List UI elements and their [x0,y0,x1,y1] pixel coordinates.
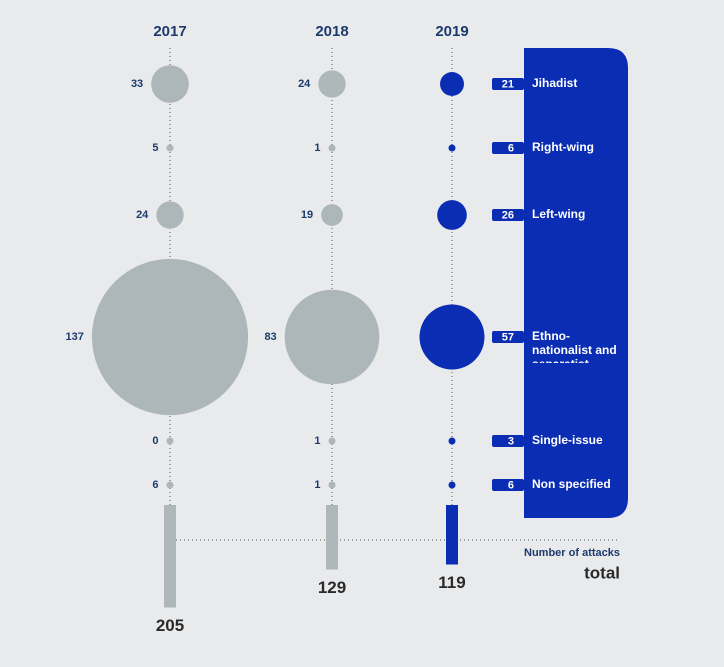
total-bar [326,505,338,570]
bubble [437,200,467,230]
value-label: 6 [152,479,158,491]
bubble [328,144,336,152]
year-label: 2019 [435,23,468,40]
value-tag [492,78,524,90]
value-label: 137 [66,331,84,343]
value-label: 24 [136,209,149,221]
value-label: 19 [301,209,313,221]
value-tag [492,435,524,447]
total-value: 119 [438,573,465,592]
value-label: 1 [314,435,320,447]
category-label-box: Non specified [532,477,611,491]
year-label: 2018 [315,23,348,40]
bubble [448,481,456,489]
bubble [419,304,485,370]
value-tag [492,142,524,154]
bubble [151,65,189,103]
category-label-box: Left-wing [532,207,586,221]
bubble [91,258,249,416]
bubble [448,144,456,152]
value-label: 6 [508,479,514,491]
value-label: 83 [264,331,276,343]
category-label-box: Single-issue [532,433,603,447]
bubble [166,437,174,445]
value-label: 57 [502,331,514,343]
bubble [328,481,336,489]
value-label: 3 [508,435,514,447]
value-label: 21 [502,78,514,90]
bubble [440,72,464,96]
category-label: Single-issue [532,433,603,447]
category-panel [524,48,628,518]
bubble [156,201,184,229]
value-label: 33 [131,78,143,90]
value-tag [492,479,524,491]
value-label: 26 [502,209,514,221]
value-tag [492,209,524,221]
value-tag [492,331,524,343]
category-label: Right-wing [532,140,594,154]
total-caption: Number of attacks [524,547,620,559]
total-bar [446,505,458,565]
category-label: Non specified [532,477,611,491]
bubble [321,204,343,226]
total-value: 129 [318,578,346,597]
total-label: total [584,563,620,582]
value-label: 0 [152,435,158,447]
bubble [318,70,346,98]
value-label: 1 [314,142,320,154]
value-label: 1 [314,479,320,491]
bubble [328,437,336,445]
value-label: 6 [508,142,514,154]
value-label: 5 [152,142,158,154]
bubble [448,437,456,445]
bubble [166,481,174,489]
total-bar [164,505,176,608]
category-label-box: Right-wing [532,140,594,154]
category-label: Ethno-nationalist and separatist [532,329,617,363]
category-label-box: Jihadist [532,76,578,90]
bubble [166,144,174,152]
bubble [284,289,380,385]
category-label: Left-wing [532,207,586,221]
category-label-box: Ethno-nationalist and separatist [532,329,617,363]
value-label: 24 [298,78,311,90]
total-value: 205 [156,616,184,635]
category-label: Jihadist [532,76,578,90]
year-label: 2017 [153,23,186,40]
